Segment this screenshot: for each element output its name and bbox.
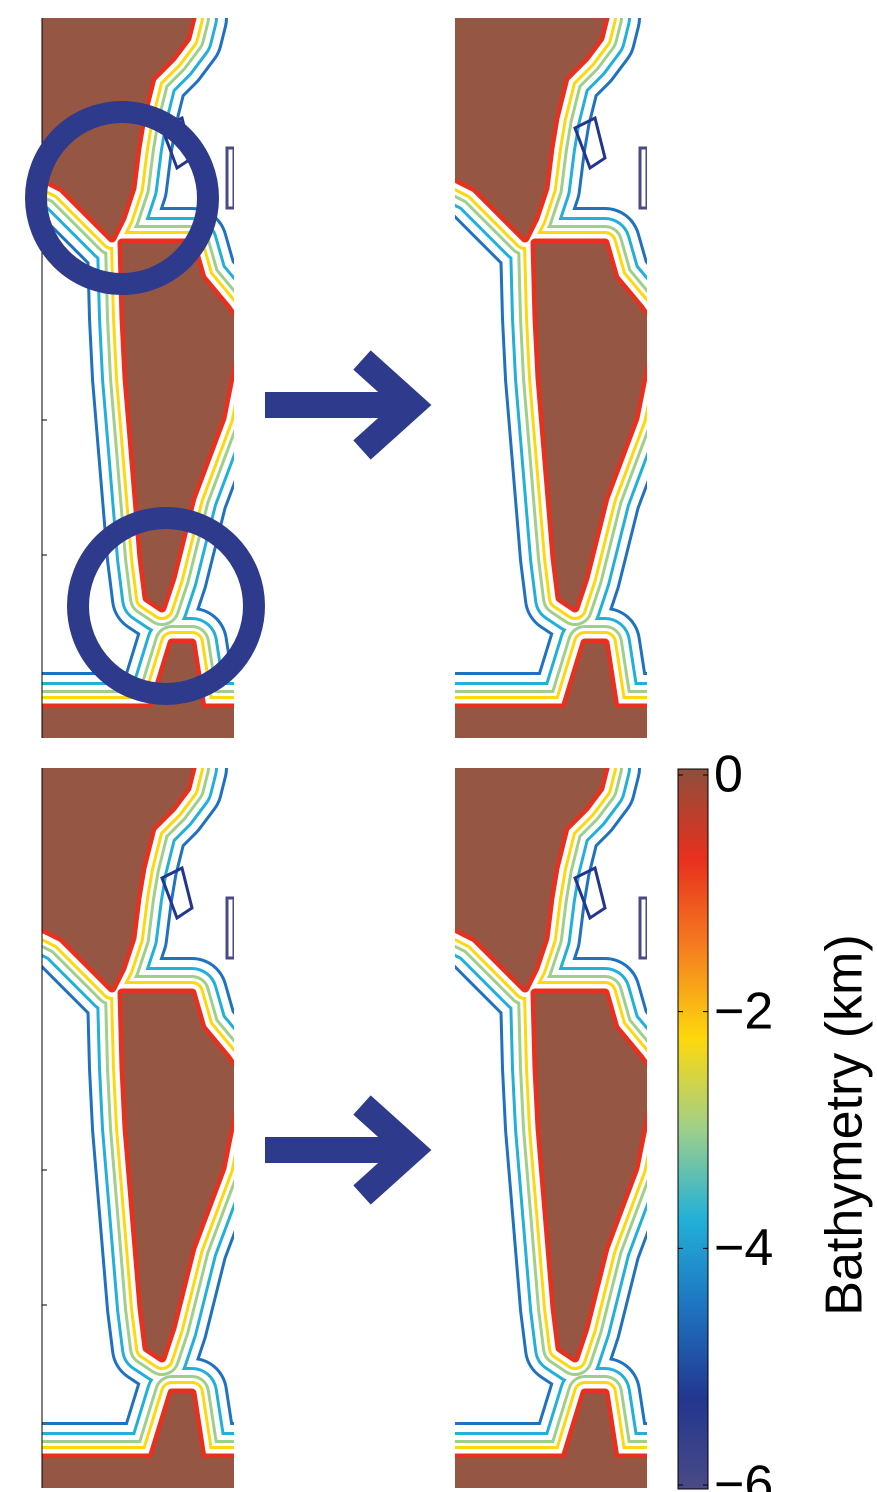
tick-label: −6 bbox=[714, 1456, 773, 1492]
tick-label: 0 bbox=[714, 746, 743, 804]
map-panel bbox=[455, 18, 647, 738]
colorbar: Bathymetry (km) 0 −2 −4 −6 bbox=[678, 746, 874, 1492]
map-panel bbox=[455, 768, 647, 1488]
map-panels bbox=[42, 18, 647, 1488]
map-panel bbox=[42, 768, 234, 1488]
tick-label: −4 bbox=[714, 1219, 773, 1277]
figure: Bathymetry (km) 0 −2 −4 −6 bbox=[0, 0, 877, 1492]
tick-label: −2 bbox=[714, 982, 773, 1040]
colorbar-label: Bathymetry (km) bbox=[816, 934, 874, 1315]
colorbar-gradient bbox=[678, 769, 708, 1489]
arrows bbox=[265, 360, 412, 1195]
